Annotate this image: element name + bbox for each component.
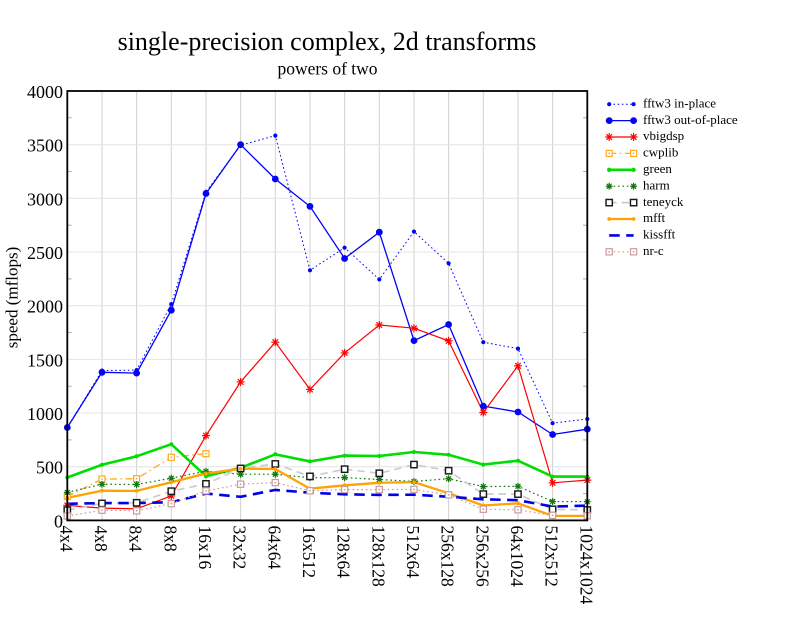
svg-text:cwplib: cwplib xyxy=(643,145,678,160)
svg-text:powers of two: powers of two xyxy=(277,59,377,79)
svg-text:256x128: 256x128 xyxy=(438,526,458,588)
svg-text:2500: 2500 xyxy=(27,243,63,263)
svg-text:teneyck: teneyck xyxy=(643,194,684,209)
svg-text:8x8: 8x8 xyxy=(160,526,180,553)
svg-text:16x16: 16x16 xyxy=(195,526,215,570)
svg-text:3500: 3500 xyxy=(27,136,63,156)
svg-text:1000: 1000 xyxy=(27,404,63,424)
svg-text:64x64: 64x64 xyxy=(264,526,284,570)
svg-text:128x64: 128x64 xyxy=(334,526,354,579)
svg-text:single-precision complex, 2d t: single-precision complex, 2d transforms xyxy=(118,27,537,56)
svg-text:fftw3 out-of-place: fftw3 out-of-place xyxy=(643,112,738,127)
svg-text:vbigdsp: vbigdsp xyxy=(643,128,684,143)
svg-text:2000: 2000 xyxy=(27,297,63,317)
svg-text:256x256: 256x256 xyxy=(472,526,492,588)
svg-text:green: green xyxy=(643,161,672,176)
svg-text:128x128: 128x128 xyxy=(368,526,388,588)
svg-text:4000: 4000 xyxy=(27,82,63,102)
svg-text:0: 0 xyxy=(54,511,63,531)
svg-text:4x8: 4x8 xyxy=(91,526,111,553)
svg-text:harm: harm xyxy=(643,177,670,192)
svg-text:1500: 1500 xyxy=(27,350,63,370)
svg-text:nr-c: nr-c xyxy=(643,243,664,258)
svg-text:fftw3 in-place: fftw3 in-place xyxy=(643,95,716,110)
svg-text:32x32: 32x32 xyxy=(230,526,250,570)
svg-text:512x64: 512x64 xyxy=(403,526,423,579)
svg-text:mfft: mfft xyxy=(643,210,666,225)
svg-text:kissfft: kissfft xyxy=(643,227,676,242)
svg-text:16x512: 16x512 xyxy=(299,526,319,579)
svg-text:512x512: 512x512 xyxy=(542,526,562,587)
svg-text:500: 500 xyxy=(36,458,63,478)
svg-text:speed (mflops): speed (mflops) xyxy=(3,247,22,349)
svg-text:4x4: 4x4 xyxy=(56,526,76,553)
svg-text:64x1024: 64x1024 xyxy=(507,526,527,588)
svg-text:3000: 3000 xyxy=(27,189,63,209)
svg-text:8x4: 8x4 xyxy=(126,526,146,553)
svg-text:1024x1024: 1024x1024 xyxy=(576,526,596,605)
